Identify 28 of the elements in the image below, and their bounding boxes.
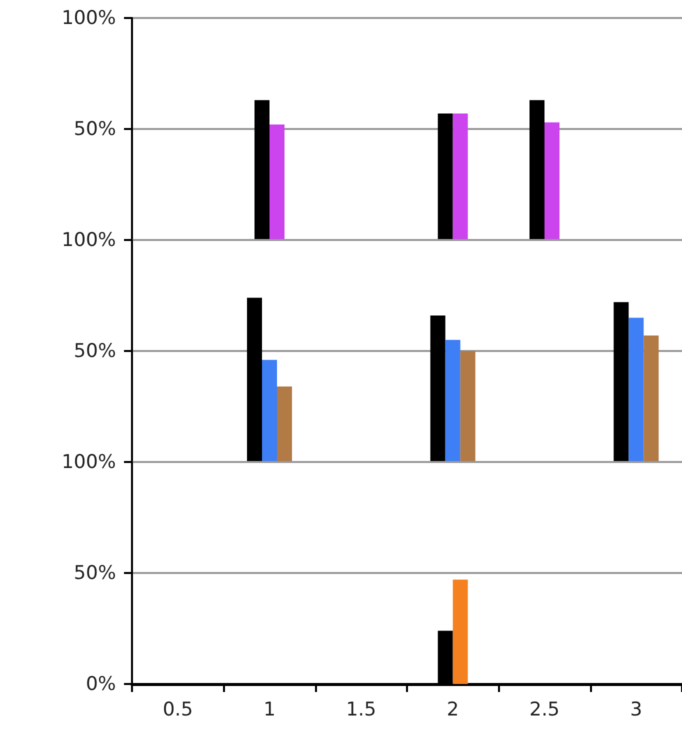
- x-tick-label: 3: [630, 698, 642, 720]
- bar: [614, 302, 629, 462]
- x-tick-label: 1.5: [346, 698, 376, 720]
- bar: [460, 351, 476, 462]
- bar: [628, 318, 644, 462]
- bar: [277, 386, 292, 462]
- x-tick-label: 1: [263, 698, 276, 720]
- y-tick-label: 0%: [86, 673, 116, 695]
- x-tick-label: 0.5: [162, 698, 193, 720]
- y-tick-label: 100%: [62, 229, 116, 251]
- bar: [430, 315, 446, 462]
- bar: [270, 124, 284, 240]
- x-tick-label: 2: [446, 698, 459, 720]
- y-tick-label: 100%: [62, 7, 116, 29]
- bar: [247, 298, 262, 462]
- bar: [254, 100, 270, 240]
- y-tick-label: 50%: [74, 340, 116, 362]
- y-tick-label: 50%: [74, 562, 116, 584]
- bar: [452, 113, 468, 240]
- bar: [544, 122, 560, 240]
- y-tick-label: 50%: [74, 118, 116, 140]
- bar: [445, 340, 460, 462]
- y-tick-label: 100%: [62, 451, 116, 473]
- x-tick-label: 2.5: [529, 698, 560, 720]
- bar: [262, 360, 277, 462]
- bar: [644, 335, 659, 462]
- bar: [438, 113, 453, 240]
- bar: [530, 100, 544, 240]
